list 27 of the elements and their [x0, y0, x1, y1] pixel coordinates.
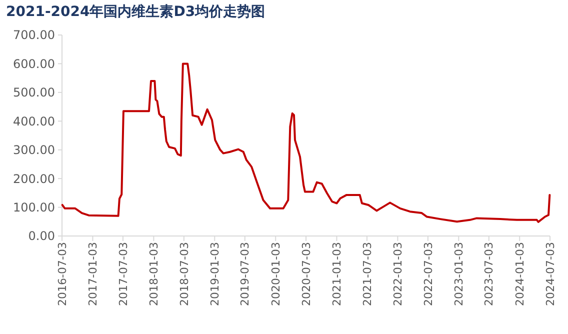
x-tick-label: 2019-07-03 [238, 242, 252, 306]
y-tick-label: 300.00 [13, 143, 55, 158]
x-tick-label: 2023-07-03 [482, 242, 496, 306]
y-tick-label: 200.00 [13, 172, 55, 186]
x-tick-label: 2023-01-03 [452, 242, 466, 306]
x-tick-label: 2024-07-03 [544, 242, 557, 306]
x-tick-label: 2024-01-03 [513, 242, 526, 306]
y-tick-label: 700.00 [13, 28, 55, 42]
x-tick-label: 2018-01-03 [148, 242, 161, 306]
y-tick-label: 100.00 [13, 200, 55, 214]
line-series [61, 62, 551, 223]
x-tick-label: 2018-07-03 [178, 242, 191, 306]
x-tick-label: 2022-01-03 [392, 242, 405, 306]
chart-title: 2021-2024年国内维生素D3均价走势图 [6, 3, 266, 20]
x-tick-label: 2020-07-03 [300, 242, 313, 306]
y-tick-label: 400.00 [13, 114, 55, 128]
x-tick-label: 2021-01-03 [330, 242, 344, 306]
x-tick-label: 2017-01-03 [86, 242, 100, 306]
y-tick-label: 0.00 [28, 229, 55, 244]
x-tick-label: 2019-01-03 [208, 242, 222, 306]
x-tick-label: 2022-07-03 [422, 242, 435, 306]
y-tick-label: 500.00 [13, 86, 55, 100]
x-tick-label: 2020-01-03 [269, 242, 282, 306]
x-tick-label: 2017-07-03 [116, 242, 130, 306]
x-tick-label: 2021-07-03 [360, 242, 374, 306]
y-tick-label: 600.00 [13, 56, 55, 71]
x-tick-label: 2016-07-03 [56, 242, 69, 306]
